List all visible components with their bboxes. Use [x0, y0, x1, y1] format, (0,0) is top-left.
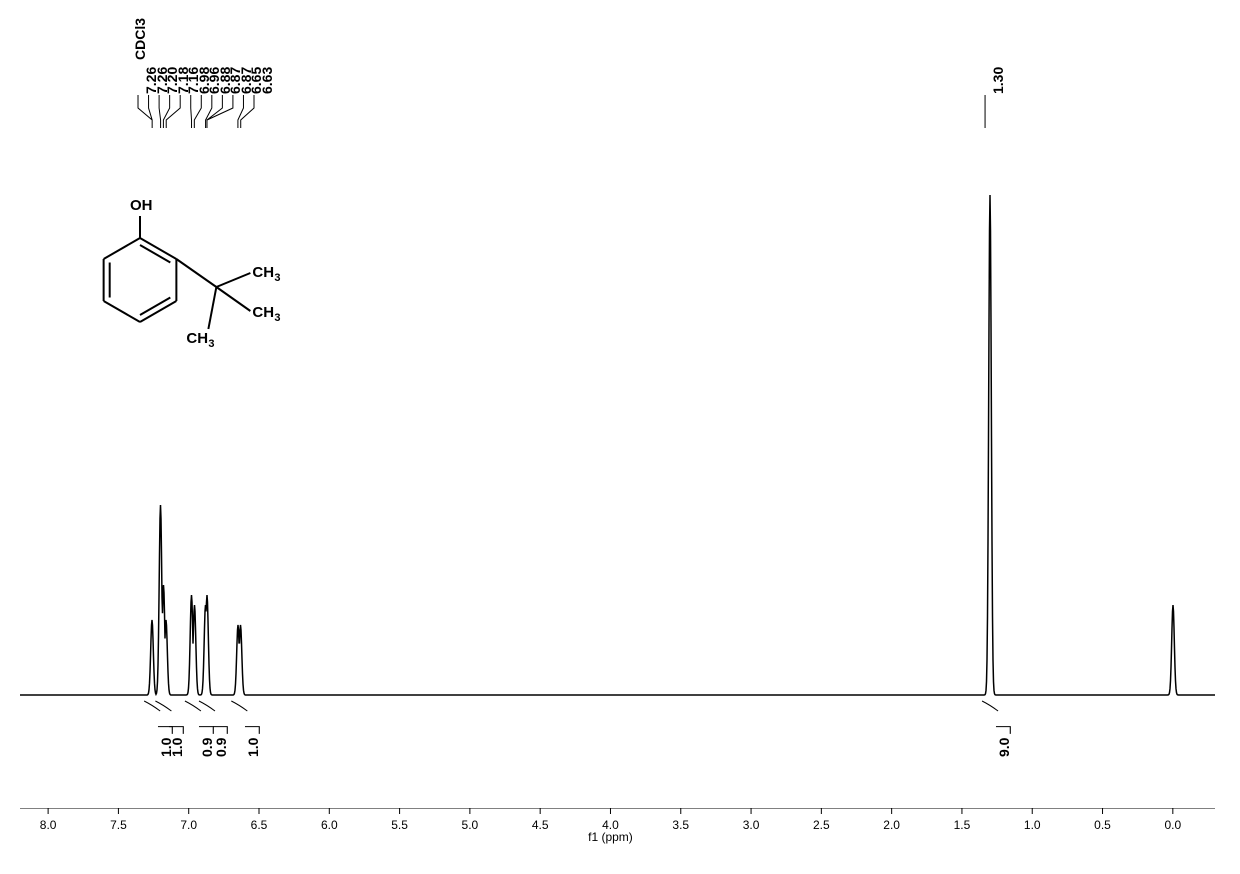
integral-label: 1.0 ⏌ — [243, 720, 263, 757]
axis-tick-label: 1.5 — [954, 818, 971, 832]
axis-tick-label: 3.5 — [672, 818, 689, 832]
integral-label: 9.0 ⏌ — [994, 720, 1014, 757]
axis-tick-label: 5.0 — [462, 818, 479, 832]
peak-label: 1.30 — [990, 67, 1006, 94]
axis-tick-label: 2.5 — [813, 818, 830, 832]
axis-tick-label: 3.0 — [743, 818, 760, 832]
integral-label: 0.9 ⏌ — [211, 720, 231, 757]
axis-tick-label: 0.0 — [1164, 818, 1181, 832]
nmr-spectrum-figure: CDCl37.267.267.207.187.166.986.966.886.8… — [0, 0, 1240, 874]
axis-tick-label: 6.0 — [321, 818, 338, 832]
integral-label: 1.0 ⏌ — [167, 720, 187, 757]
axis-tick-label: 1.0 — [1024, 818, 1041, 832]
axis-tick-label: 8.0 — [40, 818, 57, 832]
axis-tick-label: 7.0 — [180, 818, 197, 832]
peak-label: 6.63 — [259, 67, 275, 94]
peak-labels-region: CDCl37.267.267.207.187.166.986.966.886.8… — [0, 10, 1240, 130]
axis-tick-label: 7.5 — [110, 818, 127, 832]
axis-tick-label: 0.5 — [1094, 818, 1111, 832]
axis-title: f1 (ppm) — [588, 830, 633, 844]
axis-tick-label: 6.5 — [251, 818, 268, 832]
axis-tick-label: 5.5 — [391, 818, 408, 832]
nmr-spectrum — [0, 180, 1240, 715]
axis-tick-label: 4.5 — [532, 818, 549, 832]
solvent-label: CDCl3 — [132, 18, 148, 60]
axis-tick-label: 2.0 — [883, 818, 900, 832]
